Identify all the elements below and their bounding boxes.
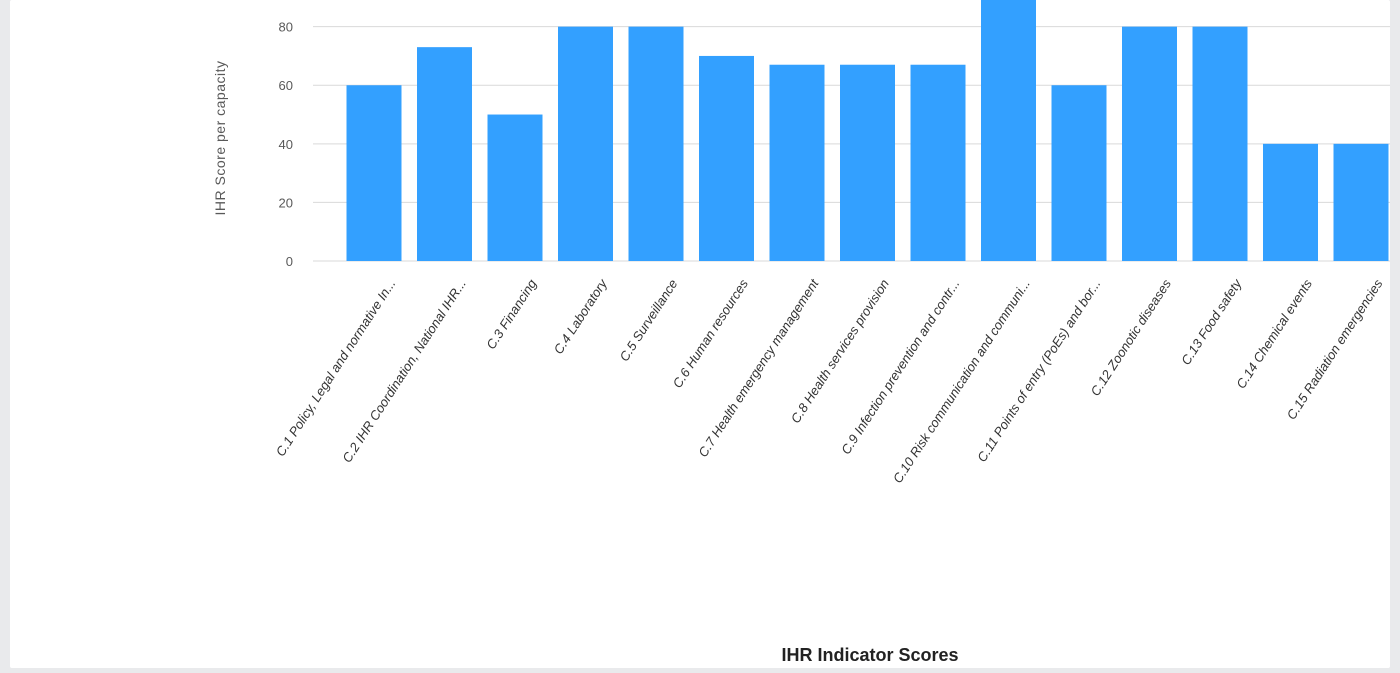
bar[interactable]: [981, 0, 1036, 261]
bar[interactable]: [1192, 26, 1248, 261]
bar[interactable]: [1122, 26, 1177, 261]
bar[interactable]: [840, 64, 895, 262]
x-tick-label: C.5 Surveillance: [616, 276, 680, 364]
x-tick-label: C.10 Risk communication and communi...: [890, 276, 1033, 485]
x-tick-label: C.13 Food safety: [1178, 275, 1245, 367]
x-tick-label: C.12 Zoonotic diseases: [1087, 276, 1174, 399]
x-tick-label: C.7 Health emergency management: [695, 275, 822, 459]
x-tick-label: C.9 Infection prevention and contr...: [838, 276, 962, 457]
x-axis-labels: C.1 Policy, Legal and normative In...C.2…: [273, 275, 1386, 486]
x-tick-label: C.3 Financing: [483, 276, 540, 352]
y-tick-label: 0: [286, 254, 293, 269]
x-tick-label: C.1 Policy, Legal and normative In...: [273, 276, 399, 459]
bar[interactable]: [769, 64, 825, 262]
bar[interactable]: [1333, 143, 1389, 261]
bar[interactable]: [910, 64, 966, 262]
bar-chart: 0 20 40 60 80 C.1 Policy, Legal and normativ…: [212, 0, 1390, 665]
x-tick-label: C.14 Chemical events: [1233, 276, 1315, 391]
bar[interactable]: [487, 114, 543, 261]
bar[interactable]: [417, 47, 472, 262]
chart-title: IHR Indicator Scores: [781, 645, 958, 665]
bar[interactable]: [1051, 85, 1107, 261]
bar[interactable]: [1263, 143, 1318, 261]
x-tick-label: C.2 IHR Coordination, National IHR...: [339, 276, 469, 465]
y-axis-title: IHR Score per capacity: [212, 61, 228, 216]
bar[interactable]: [558, 26, 613, 261]
bar[interactable]: [628, 26, 684, 261]
y-tick-label: 40: [279, 137, 293, 152]
y-tick-label: 20: [279, 195, 293, 210]
bar[interactable]: [699, 55, 754, 261]
bars: [346, 0, 1389, 262]
x-tick-label: C.6 Human resources: [670, 276, 752, 391]
bar[interactable]: [346, 85, 402, 261]
y-tick-label: 60: [279, 78, 293, 93]
y-tick-label: 80: [279, 20, 293, 35]
x-tick-label: C.4 Laboratory: [551, 275, 611, 357]
y-axis-ticks: 0 20 40 60 80: [279, 20, 293, 269]
chart-panel: 0 20 40 60 80 C.1 Policy, Legal and normativ…: [10, 0, 1390, 668]
x-tick-label: C.11 Points of entry (PoEs) and bor...: [974, 276, 1103, 464]
